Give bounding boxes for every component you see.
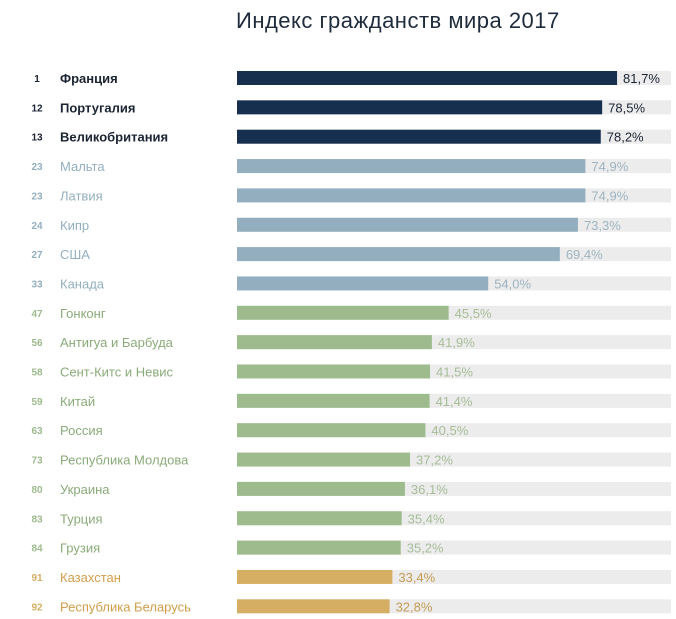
bar: [237, 452, 411, 467]
bar: [237, 335, 432, 350]
rank-label: 24: [31, 221, 43, 232]
value-label: 78,5%: [608, 100, 645, 115]
country-label: Кипр: [60, 218, 89, 233]
value-label: 32,8%: [396, 599, 433, 614]
country-label: Республика Беларусь: [60, 599, 191, 614]
value-label: 74,9%: [591, 159, 628, 174]
bar: [237, 540, 401, 555]
value-label: 81,7%: [623, 71, 660, 86]
rank-label: 13: [31, 133, 43, 144]
country-label: Казахстан: [60, 570, 121, 585]
country-label: Россия: [60, 423, 103, 438]
rank-label: 56: [31, 338, 43, 349]
value-label: 73,3%: [584, 218, 621, 233]
bar: [237, 305, 449, 320]
chart-title: Индекс гражданств мира 2017: [236, 8, 560, 33]
bar: [237, 511, 402, 526]
country-label: Великобритания: [60, 130, 168, 145]
rank-label: 92: [31, 602, 43, 613]
rank-label: 59: [31, 397, 43, 408]
bar: [237, 188, 586, 203]
bar: [237, 100, 603, 115]
bar: [237, 423, 426, 438]
rank-label: 80: [31, 485, 43, 496]
value-label: 54,0%: [494, 276, 531, 291]
rank-label: 27: [31, 250, 43, 261]
country-label: Канада: [60, 276, 105, 291]
country-label: Франция: [60, 71, 118, 86]
country-label: Гонконг: [60, 306, 106, 321]
rank-label: 91: [31, 573, 43, 584]
value-label: 35,4%: [408, 511, 445, 526]
rank-label: 73: [31, 456, 43, 467]
value-label: 35,2%: [407, 541, 444, 556]
value-label: 37,2%: [416, 453, 453, 468]
value-label: 33,4%: [398, 570, 435, 585]
country-label: Турция: [60, 511, 103, 526]
rank-label: 58: [31, 368, 43, 379]
bar: [237, 159, 586, 174]
bar: [237, 364, 431, 379]
value-label: 41,4%: [436, 394, 473, 409]
country-label: Украина: [60, 482, 110, 497]
country-label: Антигуа и Барбуда: [60, 335, 174, 350]
value-label: 41,5%: [436, 365, 473, 380]
bar: [237, 481, 405, 496]
rank-label: 1: [34, 74, 40, 85]
bar: [237, 247, 560, 262]
rank-label: 83: [31, 514, 43, 525]
bar: [237, 393, 430, 408]
rank-label: 33: [31, 279, 43, 290]
rank-label: 23: [31, 191, 43, 202]
country-label: Латвия: [60, 188, 103, 203]
country-label: США: [60, 247, 90, 262]
country-label: Грузия: [60, 541, 100, 556]
rank-label: 47: [31, 309, 43, 320]
country-label: Республика Молдова: [60, 453, 189, 468]
bar: [237, 599, 390, 614]
bar: [237, 276, 489, 291]
value-label: 78,2%: [607, 130, 644, 145]
value-label: 69,4%: [566, 247, 603, 262]
bar: [237, 129, 601, 144]
value-label: 36,1%: [411, 482, 448, 497]
value-label: 41,9%: [438, 335, 475, 350]
country-label: Мальта: [60, 159, 105, 174]
country-label: Португалия: [60, 100, 135, 115]
rank-label: 84: [31, 544, 43, 555]
value-label: 74,9%: [591, 188, 628, 203]
rank-label: 63: [31, 426, 43, 437]
country-label: Китай: [60, 394, 95, 409]
value-label: 45,5%: [455, 306, 492, 321]
bar: [237, 569, 393, 584]
country-label: Сент-Китс и Невис: [60, 365, 173, 380]
rank-label: 12: [31, 103, 43, 114]
bar: [237, 71, 618, 85]
rank-label: 23: [31, 162, 43, 173]
value-label: 40,5%: [431, 423, 468, 438]
bar: [237, 217, 578, 232]
